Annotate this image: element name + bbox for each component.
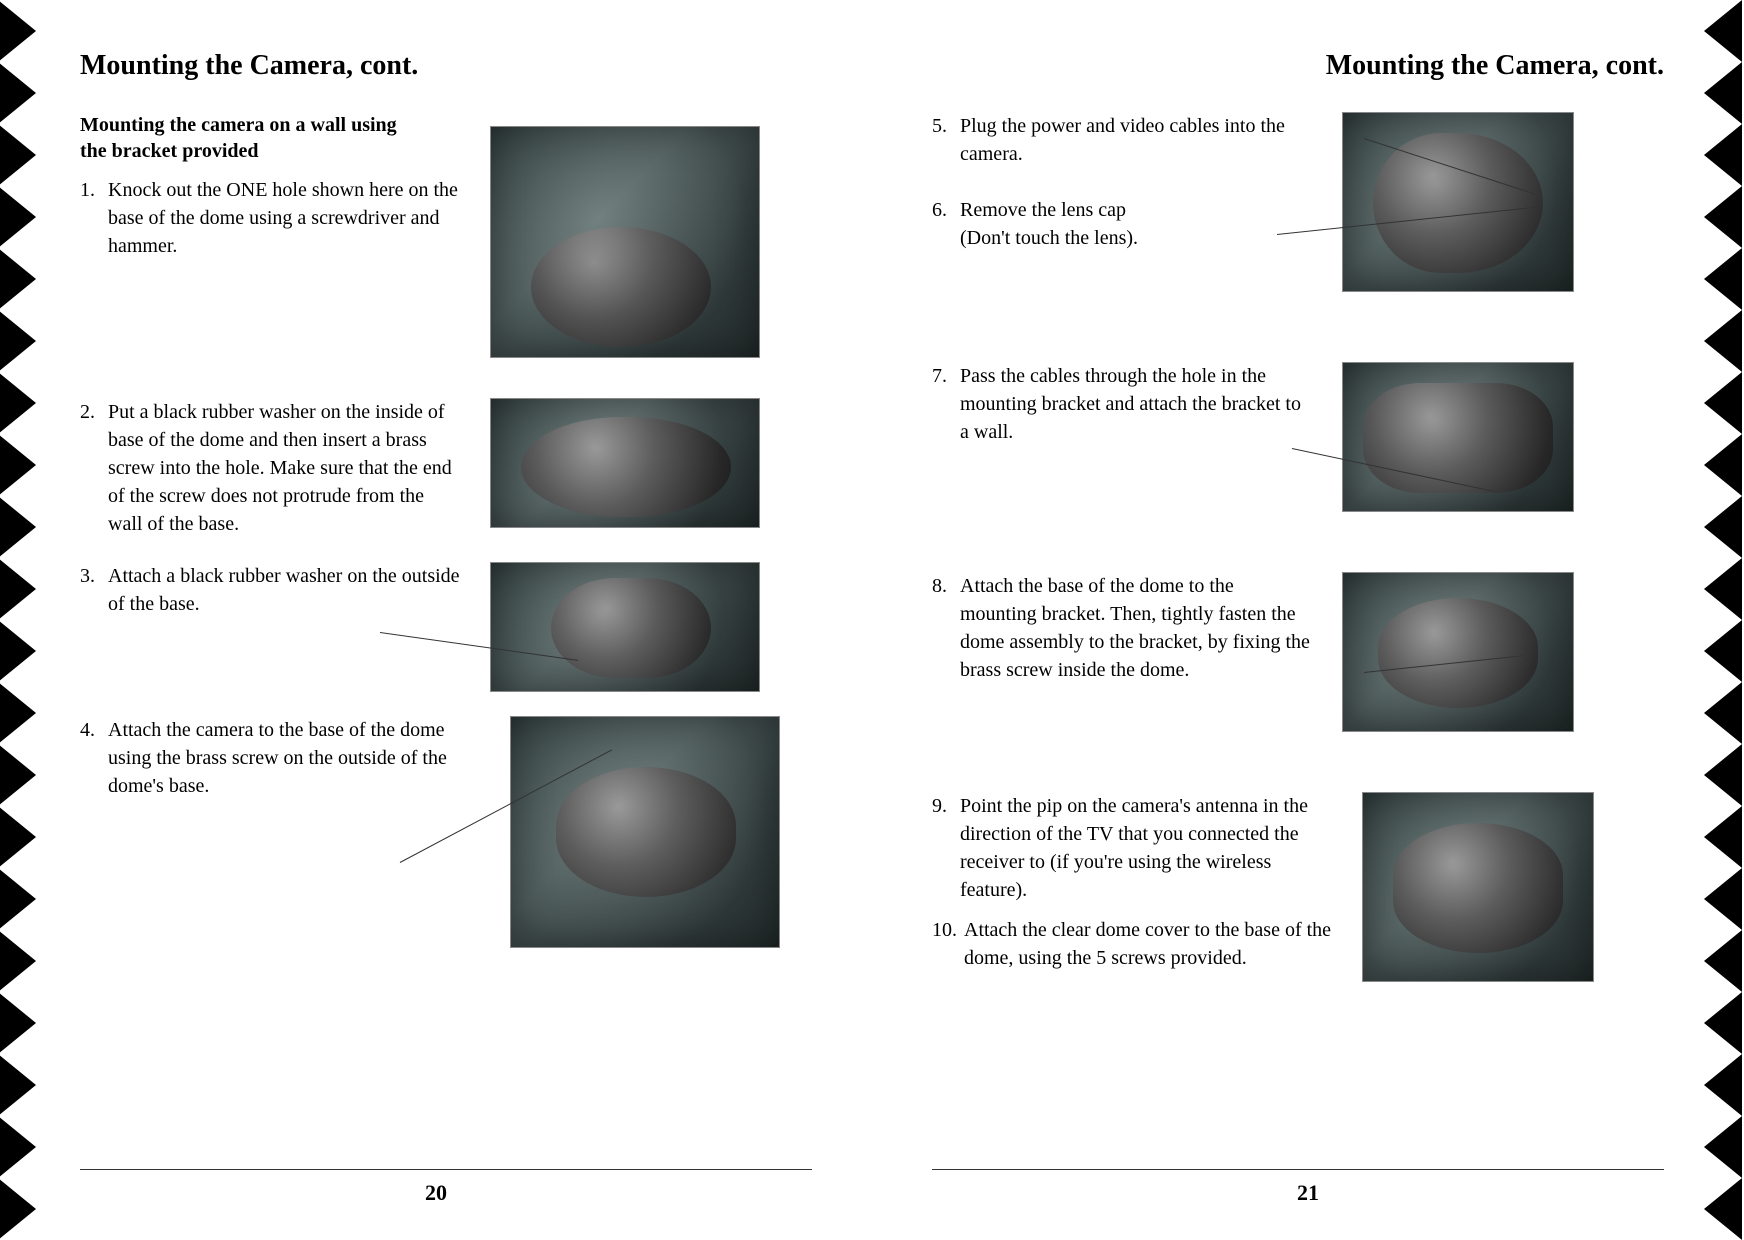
step-5: 5. Plug the power and video cables into … xyxy=(932,112,1312,168)
step-8: 8. Attach the base of the dome to the mo… xyxy=(932,572,1312,684)
step-1: 1. Knock out the ONE hole shown here on … xyxy=(80,176,460,260)
step-row-8: 8. Attach the base of the dome to the mo… xyxy=(932,572,1664,732)
page-right: Mounting the Camera, cont. 5. Plug the p… xyxy=(872,0,1744,1240)
page-number-left: 20 xyxy=(0,1180,872,1206)
content-left: Mounting the camera on a wall using the … xyxy=(80,112,812,948)
step-row-2: 2. Put a black rubber washer on the insi… xyxy=(80,398,812,538)
photo-2 xyxy=(490,398,760,528)
zigzag-right xyxy=(1704,0,1744,1240)
step-num: 10. xyxy=(932,916,964,972)
photo-5 xyxy=(1342,112,1574,292)
page-left: Mounting the Camera, cont. Mounting the … xyxy=(0,0,872,1240)
step-row-4: 4. Attach the camera to the base of the … xyxy=(80,716,812,948)
step-body: Put a black rubber washer on the inside … xyxy=(108,398,460,538)
step-num: 8. xyxy=(932,572,960,684)
footer-rule-left xyxy=(80,1169,812,1170)
step-row-910: 9. Point the pip on the camera's antenna… xyxy=(932,792,1664,982)
step-body: Attach the clear dome cover to the base … xyxy=(964,916,1332,972)
step-body: Remove the lens cap (Don't touch the len… xyxy=(960,196,1312,252)
photo-8 xyxy=(1362,792,1594,982)
photo-7 xyxy=(1342,572,1574,732)
step-7: 7. Pass the cables through the hole in t… xyxy=(932,362,1312,446)
step-num: 5. xyxy=(932,112,960,168)
step-10: 10. Attach the clear dome cover to the b… xyxy=(932,916,1332,972)
step-2: 2. Put a black rubber washer on the insi… xyxy=(80,398,460,538)
step-num: 3. xyxy=(80,562,108,618)
footer-rule-right xyxy=(932,1169,1664,1170)
step-row-3: 3. Attach a black rubber washer on the o… xyxy=(80,562,812,692)
step-num: 4. xyxy=(80,716,108,800)
step-body: Pass the cables through the hole in the … xyxy=(960,362,1312,446)
page-title-right: Mounting the Camera, cont. xyxy=(932,50,1664,82)
photo-3 xyxy=(490,562,760,692)
step-row-56: 5. Plug the power and video cables into … xyxy=(932,112,1664,292)
step-num: 9. xyxy=(932,792,960,904)
step-6: 6. Remove the lens cap (Don't touch the … xyxy=(932,196,1312,252)
step-3: 3. Attach a black rubber washer on the o… xyxy=(80,562,460,618)
page-title-left: Mounting the Camera, cont. xyxy=(80,50,812,82)
step-body: Attach the camera to the base of the dom… xyxy=(108,716,480,800)
subheading-left: Mounting the camera on a wall using the … xyxy=(80,112,400,164)
page-number-right: 21 xyxy=(872,1180,1744,1206)
step-body: Point the pip on the camera's antenna in… xyxy=(960,792,1332,904)
step-row-7: 7. Pass the cables through the hole in t… xyxy=(932,362,1664,512)
step-9: 9. Point the pip on the camera's antenna… xyxy=(932,792,1332,904)
photo-1 xyxy=(490,126,760,358)
stack-910: 9. Point the pip on the camera's antenna… xyxy=(932,792,1332,972)
stack-56: 5. Plug the power and video cables into … xyxy=(932,112,1312,252)
content-right: 5. Plug the power and video cables into … xyxy=(932,112,1664,982)
step-4: 4. Attach the camera to the base of the … xyxy=(80,716,480,800)
photo-6 xyxy=(1342,362,1574,512)
step-num: 7. xyxy=(932,362,960,446)
step-body: Attach the base of the dome to the mount… xyxy=(960,572,1312,684)
step-body: Plug the power and video cables into the… xyxy=(960,112,1312,168)
step-num: 2. xyxy=(80,398,108,538)
step-body: Attach a black rubber washer on the outs… xyxy=(108,562,460,618)
zigzag-left xyxy=(0,0,40,1240)
step-num: 1. xyxy=(80,176,108,260)
step-num: 6. xyxy=(932,196,960,252)
step-body: Knock out the ONE hole shown here on the… xyxy=(108,176,460,260)
step-row-1: 1. Knock out the ONE hole shown here on … xyxy=(80,176,812,358)
photo-4 xyxy=(510,716,780,948)
